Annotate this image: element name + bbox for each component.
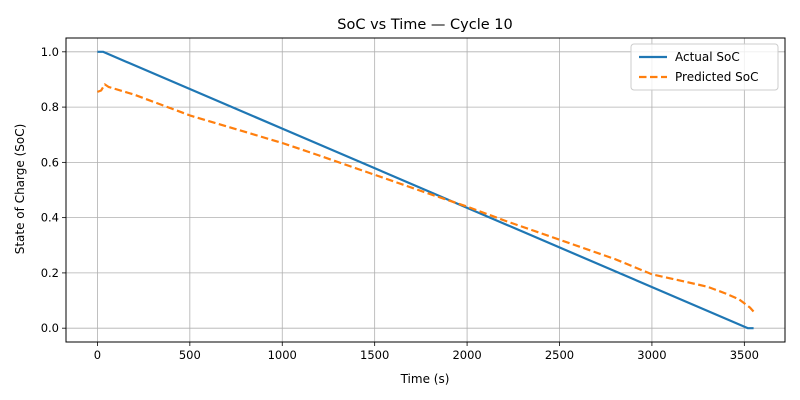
y-axis-label: State of Charge (SoC) — [13, 124, 27, 255]
y-tick-label: 0.8 — [41, 100, 59, 114]
y-tick-label: 1.0 — [41, 45, 59, 59]
chart-title: SoC vs Time — Cycle 10 — [337, 17, 512, 33]
y-tick-label: 0.4 — [41, 211, 59, 225]
x-tick-label: 0 — [94, 348, 101, 362]
legend-box — [630, 43, 779, 91]
y-tick-label: 0.6 — [41, 155, 59, 169]
x-tick-label: 2000 — [452, 348, 481, 362]
x-axis-label: Time (s) — [400, 372, 450, 386]
x-tick-label: 3000 — [637, 348, 666, 362]
series-lines — [97, 50, 755, 330]
y-tick-label: 0.0 — [41, 321, 59, 335]
series-line-actual-soc — [97, 50, 754, 330]
x-tick-label: 1000 — [268, 348, 297, 362]
x-tick-label: 500 — [179, 348, 201, 362]
x-tick-label: 2500 — [545, 348, 574, 362]
x-tick-label: 1500 — [360, 348, 389, 362]
legend-entry-label: Actual SoC — [675, 50, 740, 64]
series-line-predicted-soc — [97, 83, 755, 313]
legend-entry-label: Predicted SoC — [675, 70, 758, 84]
x-tick-label: 3500 — [730, 348, 759, 362]
chart-legend: Actual SoC Predicted SoC — [630, 43, 779, 91]
y-tick-label: 0.2 — [41, 266, 59, 280]
plot-area-frame — [65, 37, 786, 343]
axis-ticks: 0 500 1000 1500 2000 2500 3000 3500 0.0 0.2 0.4 0.6… — [41, 45, 759, 362]
